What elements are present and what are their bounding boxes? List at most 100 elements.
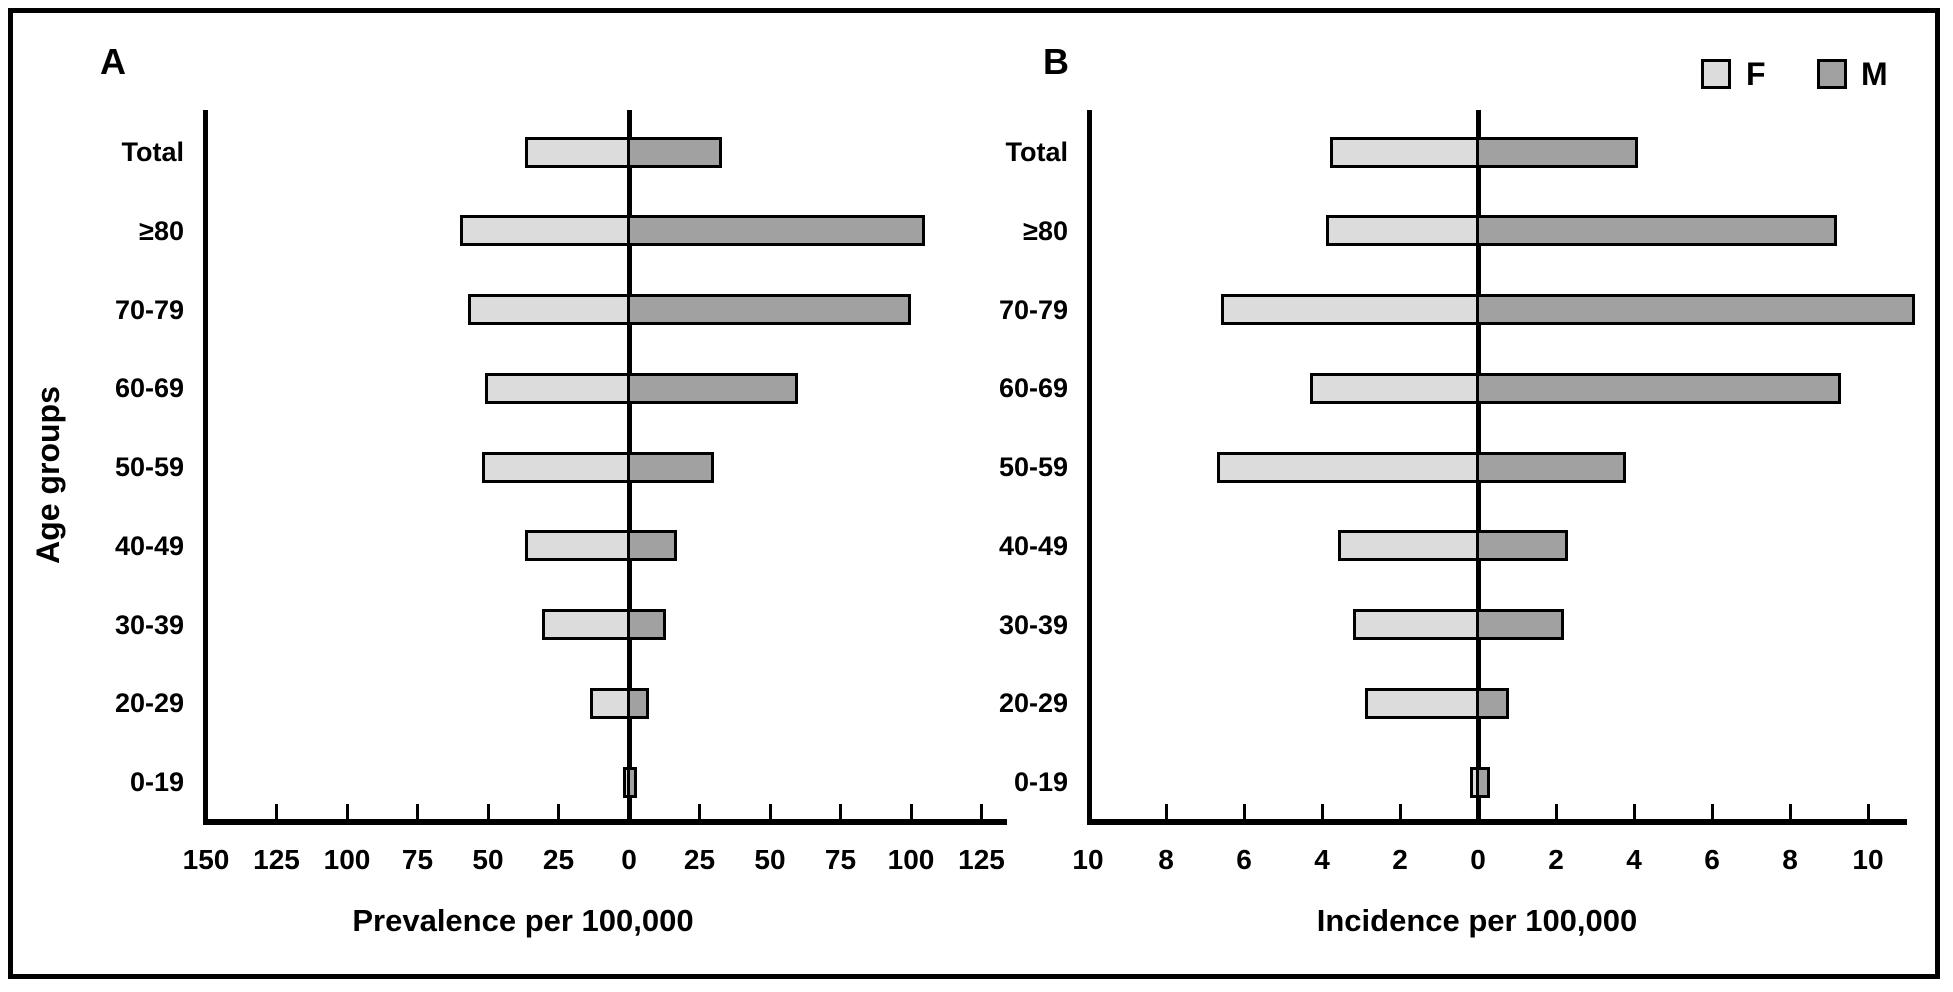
x-tick-label-b: 6 xyxy=(1236,844,1252,875)
bar-female-a-40-49 xyxy=(524,530,631,562)
legend-label-female: F xyxy=(1746,56,1766,92)
x-tick-label-a: 125 xyxy=(253,844,300,875)
bar-female-a-30-39 xyxy=(541,609,631,640)
x-axis-line-a xyxy=(203,819,1007,825)
bar-male-a-≥80 xyxy=(627,215,926,247)
x-tick-b xyxy=(1476,804,1480,819)
y-axis-line-a xyxy=(203,110,208,825)
bar-female-a-20-29 xyxy=(589,687,631,719)
age-group-label-b: Total xyxy=(1005,137,1069,167)
bar-male-b-50-59 xyxy=(1476,451,1627,483)
legend-swatch-female xyxy=(1701,59,1731,89)
bar-female-b-60-69 xyxy=(1310,372,1480,404)
x-tick-label-b: 8 xyxy=(1158,844,1174,875)
age-group-label-b: ≥80 xyxy=(1023,215,1068,246)
x-tick-a xyxy=(839,804,842,819)
bar-female-b-40-49 xyxy=(1337,530,1480,562)
x-tick-b xyxy=(1866,804,1870,819)
bar-female-b-30-39 xyxy=(1353,609,1480,640)
bar-male-a-50-59 xyxy=(627,451,714,483)
legend-swatch-male xyxy=(1817,59,1847,89)
x-tick-label-a: 25 xyxy=(683,844,716,875)
x-tick-a xyxy=(698,804,701,819)
x-tick-label-a: 125 xyxy=(958,844,1005,875)
bar-male-a-60-69 xyxy=(627,372,799,404)
age-group-label-b: 50-59 xyxy=(998,452,1068,482)
x-tick-b xyxy=(1398,804,1402,819)
x-tick-label-b: 8 xyxy=(1782,844,1798,875)
bar-female-b-20-29 xyxy=(1364,687,1480,719)
x-tick-a xyxy=(627,804,631,819)
age-group-label-a: 20-29 xyxy=(114,688,184,719)
x-tick-b xyxy=(1242,804,1246,819)
bar-female-a-≥80 xyxy=(459,215,631,247)
x-tick-a xyxy=(980,804,983,819)
x-tick-a xyxy=(345,804,349,819)
x-tick-label-b: 0 xyxy=(1470,844,1486,875)
bar-female-a-Total xyxy=(524,136,631,168)
age-group-label-b: 0-19 xyxy=(1013,767,1068,797)
bar-female-b-70-79 xyxy=(1220,294,1480,325)
x-tick-a xyxy=(768,804,772,819)
x-tick-label-a: 100 xyxy=(323,844,371,875)
age-group-label-b: 70-79 xyxy=(998,294,1068,325)
x-tick-a xyxy=(909,804,913,819)
x-tick-b xyxy=(1320,804,1324,819)
age-group-label-b: 40-49 xyxy=(998,530,1068,561)
age-group-label-a: 70-79 xyxy=(114,294,184,325)
x-tick-label-a: 0 xyxy=(621,844,637,875)
x-tick-label-a: 75 xyxy=(824,844,857,875)
bar-female-a-50-59 xyxy=(482,451,631,483)
x-tick-a xyxy=(275,804,278,819)
age-group-label-a: 30-39 xyxy=(114,609,184,640)
figure-border-frame xyxy=(8,8,1940,979)
bar-male-b-40-49 xyxy=(1476,530,1568,562)
age-group-label-a: Total xyxy=(121,137,185,167)
bar-male-b-70-79 xyxy=(1476,294,1915,325)
y-axis-line-b xyxy=(1087,110,1092,825)
bar-female-a-60-69 xyxy=(485,372,631,404)
x-tick-label-b: 6 xyxy=(1704,844,1720,875)
age-group-label-a: 40-49 xyxy=(114,530,184,561)
x-axis-title-prevalence: Prevalence per 100,000 xyxy=(352,903,694,938)
x-tick-label-a: 75 xyxy=(401,844,434,875)
bar-male-b-≥80 xyxy=(1476,215,1837,247)
bar-female-b-≥80 xyxy=(1325,215,1480,247)
x-tick-label-a: 50 xyxy=(754,844,786,875)
age-group-label-b: 30-39 xyxy=(998,609,1068,640)
x-tick-a xyxy=(416,804,419,819)
x-tick-b xyxy=(1164,804,1168,819)
x-tick-b xyxy=(1086,804,1090,819)
x-tick-b xyxy=(1788,804,1792,819)
x-tick-label-b: 2 xyxy=(1392,844,1408,875)
x-tick-b xyxy=(1554,804,1558,819)
x-tick-b xyxy=(1632,804,1636,819)
x-tick-label-b: 10 xyxy=(1852,844,1884,875)
bar-male-a-20-29 xyxy=(627,687,649,719)
x-axis-title-incidence: Incidence per 100,000 xyxy=(1316,903,1638,938)
x-axis-line-b xyxy=(1087,819,1907,825)
x-tick-label-a: 25 xyxy=(542,844,575,875)
bar-male-a-70-79 xyxy=(627,294,911,325)
bar-female-a-70-79 xyxy=(468,294,631,325)
bar-male-a-Total xyxy=(627,136,723,168)
x-tick-label-b: 2 xyxy=(1548,844,1564,875)
x-tick-label-b: 10 xyxy=(1072,844,1104,875)
x-tick-label-a: 150 xyxy=(182,844,230,875)
x-tick-label-b: 4 xyxy=(1626,844,1642,875)
bar-female-b-50-59 xyxy=(1216,451,1480,483)
x-tick-a xyxy=(486,804,490,819)
bar-male-a-0-19 xyxy=(627,766,638,798)
age-group-label-a: 60-69 xyxy=(114,373,184,404)
age-group-label-a: 0-19 xyxy=(129,767,184,797)
x-tick-label-b: 4 xyxy=(1314,844,1330,875)
x-tick-label-a: 50 xyxy=(472,844,504,875)
x-tick-a xyxy=(204,804,208,819)
age-group-label-a: ≥80 xyxy=(139,215,184,246)
bar-male-b-20-29 xyxy=(1476,687,1510,719)
bar-male-b-30-39 xyxy=(1476,609,1564,640)
panel-a-letter: A xyxy=(100,41,126,82)
bar-male-a-40-49 xyxy=(627,530,677,562)
age-group-label-b: 60-69 xyxy=(998,373,1068,404)
